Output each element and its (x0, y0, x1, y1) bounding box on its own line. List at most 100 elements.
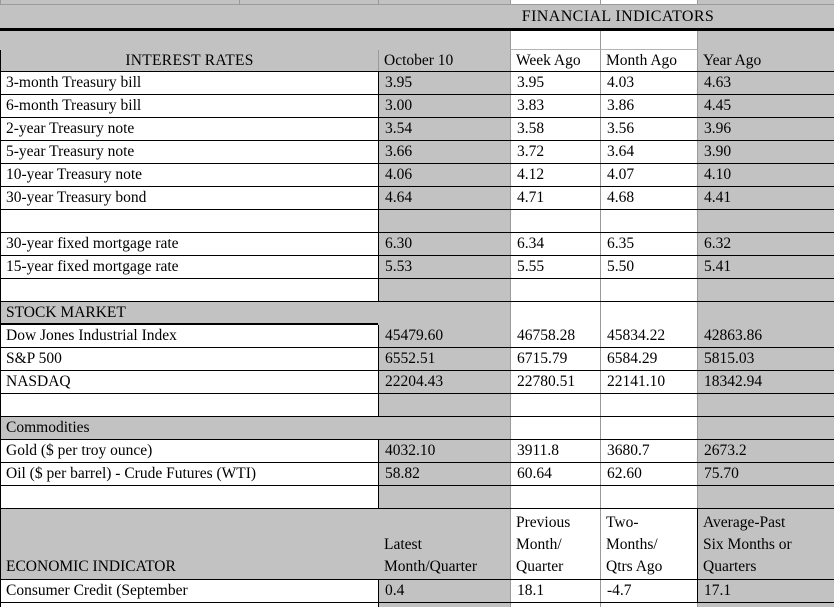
value-cell: 4.45 (697, 95, 834, 117)
value-cell: 3.72 (510, 141, 600, 163)
column-header-month-ago: Month Ago (600, 50, 697, 71)
value-cell: 3.66 (378, 141, 510, 163)
value-cell: 45479.60 (378, 325, 510, 347)
bottom-grid-strip (0, 603, 834, 607)
empty-cell (510, 486, 600, 508)
column-header-previous-month-quarter: Previous Month/ Quarter (510, 509, 600, 579)
value-cell: 6.34 (510, 233, 600, 255)
row-label: 2-year Treasury note (0, 118, 378, 140)
value-cell: 3911.8 (510, 440, 600, 462)
value-cell: 5815.03 (697, 348, 834, 370)
value-cell: 6.32 (697, 233, 834, 255)
value-cell: 4.63 (697, 72, 834, 94)
grid-cell (510, 0, 600, 4)
value-cell: 4.06 (378, 164, 510, 186)
section-header-economic-indicator: ECONOMIC INDICATOR (0, 509, 378, 579)
row-label: 10-year Treasury note (0, 164, 378, 186)
row-label: 3-month Treasury bill (0, 72, 378, 94)
value-cell: 5.41 (697, 256, 834, 278)
value-cell: 6.30 (378, 233, 510, 255)
empty-cell (0, 279, 378, 301)
table-row: Consumer Credit (September 0.4 18.1 -4.7… (0, 580, 834, 603)
value-cell: 3.56 (600, 118, 697, 140)
value-cell: 3.00 (378, 95, 510, 117)
table-row: 6-month Treasury bill 3.00 3.83 3.86 4.4… (0, 95, 834, 118)
empty-cell (600, 302, 697, 325)
empty-cell (0, 31, 378, 50)
row-label: 5-year Treasury note (0, 141, 378, 163)
empty-cell (510, 31, 600, 50)
value-cell: 6584.29 (600, 348, 697, 370)
row-label: 30-year Treasury bond (0, 187, 378, 209)
table-row: 15-year fixed mortgage rate 5.53 5.55 5.… (0, 256, 834, 279)
row-label: Gold ($ per troy ounce) (0, 440, 378, 462)
value-cell: 62.60 (600, 463, 697, 485)
table-row: 2-year Treasury note 3.54 3.58 3.56 3.96 (0, 118, 834, 141)
value-cell: 0.4 (378, 580, 510, 602)
empty-cell (378, 210, 510, 232)
table-row: 30-year fixed mortgage rate 6.30 6.34 6.… (0, 233, 834, 256)
grid-cell (0, 0, 378, 4)
value-cell: 3.83 (510, 95, 600, 117)
empty-cell (600, 394, 697, 416)
empty-cell (0, 394, 378, 416)
empty-cell (510, 302, 600, 325)
value-cell: 6552.51 (378, 348, 510, 370)
grid-cell (600, 0, 697, 4)
grid-cell (697, 0, 834, 4)
value-cell: 45834.22 (600, 325, 697, 347)
value-cell: 3.95 (510, 72, 600, 94)
table-row: 3-month Treasury bill 3.95 3.95 4.03 4.6… (0, 72, 834, 95)
value-cell: 18342.94 (697, 371, 834, 393)
empty-cell (510, 394, 600, 416)
value-cell: 3.86 (600, 95, 697, 117)
value-cell: 4.03 (600, 72, 697, 94)
empty-cell (510, 210, 600, 232)
value-cell: 22780.51 (510, 371, 600, 393)
value-cell: -4.7 (600, 580, 697, 602)
value-cell: 5.55 (510, 256, 600, 278)
empty-cell (697, 279, 834, 301)
grid-cell (600, 603, 697, 607)
row-label: 30-year fixed mortgage rate (0, 233, 378, 255)
table-row: S&P 500 6552.51 6715.79 6584.29 5815.03 (0, 348, 834, 371)
value-cell: 3680.7 (600, 440, 697, 462)
value-cell: 4.12 (510, 164, 600, 186)
table-row: 5-year Treasury note 3.66 3.72 3.64 3.90 (0, 141, 834, 164)
empty-cell (378, 417, 510, 439)
value-cell: 4032.10 (378, 440, 510, 462)
spacer-row (0, 31, 834, 50)
table-row: 10-year Treasury note 4.06 4.12 4.07 4.1… (0, 164, 834, 187)
empty-cell (378, 394, 510, 416)
column-header-row: INTEREST RATES October 10 Week Ago Month… (0, 50, 834, 72)
row-label: Dow Jones Industrial Index (0, 325, 378, 347)
value-cell: 22204.43 (378, 371, 510, 393)
spacer-row (0, 210, 834, 233)
value-cell: 6715.79 (510, 348, 600, 370)
value-cell: 4.71 (510, 187, 600, 209)
value-cell: 3.54 (378, 118, 510, 140)
value-cell: 4.10 (697, 164, 834, 186)
empty-cell (510, 417, 600, 439)
grid-cell (0, 603, 378, 607)
empty-cell (510, 279, 600, 301)
section-header-row: Commodities (0, 417, 834, 440)
column-header-year-ago: Year Ago (697, 50, 834, 71)
value-cell: 4.64 (378, 187, 510, 209)
table-row: 30-year Treasury bond 4.64 4.71 4.68 4.4… (0, 187, 834, 210)
empty-cell (600, 417, 697, 439)
column-header-two-months-qtrs-ago: Two- Months/ Qtrs Ago (600, 509, 697, 579)
value-cell: 42863.86 (697, 325, 834, 347)
value-cell: 75.70 (697, 463, 834, 485)
value-cell: 5.53 (378, 256, 510, 278)
row-label: 6-month Treasury bill (0, 95, 378, 117)
table-row: Gold ($ per troy ounce) 4032.10 3911.8 3… (0, 440, 834, 463)
table-row: NASDAQ 22204.43 22780.51 22141.10 18342.… (0, 371, 834, 394)
table-row: Dow Jones Industrial Index 45479.60 4675… (0, 325, 834, 348)
empty-cell (697, 394, 834, 416)
value-cell: 58.82 (378, 463, 510, 485)
grid-cell (378, 603, 510, 607)
column-header-week-ago: Week Ago (510, 50, 600, 71)
empty-cell (600, 31, 697, 50)
